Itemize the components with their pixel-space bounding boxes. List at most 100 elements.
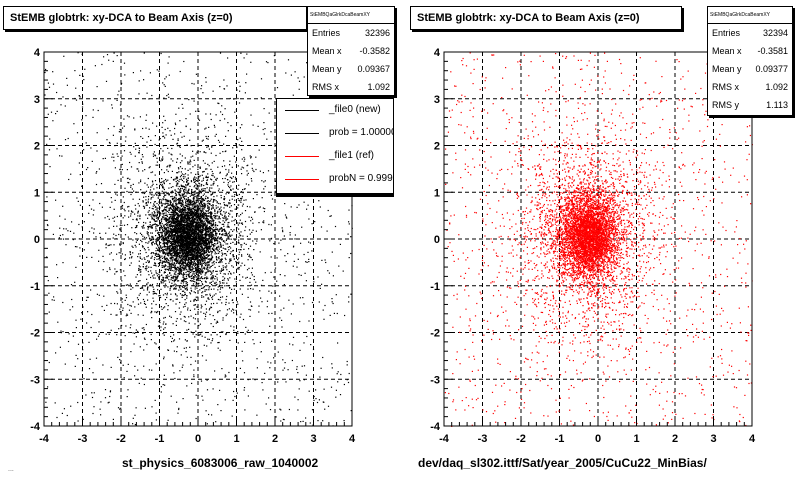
data-point (54, 402, 56, 404)
data-point (173, 263, 175, 265)
data-point (156, 275, 159, 277)
data-point (182, 196, 184, 198)
data-point (138, 170, 140, 172)
data-point (151, 369, 153, 371)
data-point (162, 282, 164, 284)
data-point (240, 201, 242, 203)
data-point (264, 185, 266, 188)
data-point (73, 232, 75, 234)
data-point (210, 205, 212, 207)
data-point (194, 233, 196, 235)
data-point (174, 268, 177, 270)
data-point (148, 241, 150, 243)
data-point (281, 326, 283, 328)
data-point (148, 235, 150, 237)
data-point (234, 191, 236, 193)
data-point (184, 232, 186, 234)
data-point (284, 203, 286, 205)
data-point (241, 293, 243, 295)
data-point (156, 209, 158, 211)
data-point (138, 294, 140, 296)
data-point (194, 268, 196, 270)
data-point (179, 209, 181, 211)
data-point (175, 200, 177, 202)
data-point (183, 253, 185, 255)
data-point (190, 269, 192, 271)
data-point (144, 303, 147, 305)
data-point (217, 139, 220, 141)
data-point (237, 165, 239, 167)
data-point (233, 285, 235, 287)
data-point (136, 283, 138, 285)
data-point (199, 224, 201, 226)
data-point (186, 287, 188, 289)
data-point (225, 303, 227, 306)
data-point (193, 207, 196, 209)
data-point (197, 195, 199, 197)
data-point (280, 420, 282, 422)
data-point (237, 207, 239, 209)
data-point (62, 205, 64, 207)
data-point (268, 223, 270, 226)
data-point (157, 224, 159, 227)
data-point (182, 254, 184, 256)
data-point (200, 222, 202, 224)
data-point (184, 173, 187, 175)
data-point (91, 396, 94, 399)
data-point (163, 199, 165, 201)
data-point (215, 228, 218, 231)
data-point (57, 277, 59, 279)
data-point (167, 266, 169, 268)
data-point (198, 110, 200, 112)
data-point (215, 237, 217, 239)
data-point (198, 263, 200, 265)
data-point (198, 334, 200, 336)
data-point (117, 179, 119, 181)
data-point (160, 386, 162, 388)
data-point (216, 246, 218, 248)
data-point (196, 192, 198, 194)
data-point (178, 289, 180, 291)
data-point (207, 250, 209, 252)
data-point (165, 234, 167, 236)
data-point (215, 261, 217, 264)
data-point (287, 369, 289, 371)
data-point (178, 216, 180, 218)
data-point (241, 205, 244, 207)
data-point (191, 213, 193, 215)
data-point (205, 245, 207, 247)
data-point (240, 231, 242, 233)
data-point (150, 215, 152, 217)
data-point (279, 274, 281, 276)
data-point (199, 214, 201, 216)
data-point (226, 309, 229, 311)
data-point (275, 416, 277, 418)
data-point (211, 211, 213, 214)
data-point (204, 188, 206, 190)
data-point (212, 271, 214, 273)
data-point (163, 321, 165, 323)
data-point (238, 236, 240, 238)
data-point (196, 260, 198, 262)
data-point (155, 252, 157, 254)
data-point (303, 76, 305, 78)
data-point (212, 315, 214, 317)
data-point (52, 83, 55, 85)
data-point (189, 163, 191, 165)
data-point (237, 331, 239, 333)
data-point (166, 229, 168, 231)
data-point (202, 214, 204, 216)
data-point (150, 333, 152, 336)
data-point (119, 308, 121, 310)
data-point (151, 226, 153, 228)
data-point (229, 206, 231, 208)
data-point (199, 289, 201, 291)
data-point (193, 238, 195, 241)
data-point (230, 185, 232, 187)
data-point (198, 246, 200, 249)
data-point (150, 197, 152, 199)
data-point (122, 364, 124, 366)
data-point (200, 259, 202, 261)
data-point (199, 230, 201, 232)
data-point (289, 343, 291, 345)
